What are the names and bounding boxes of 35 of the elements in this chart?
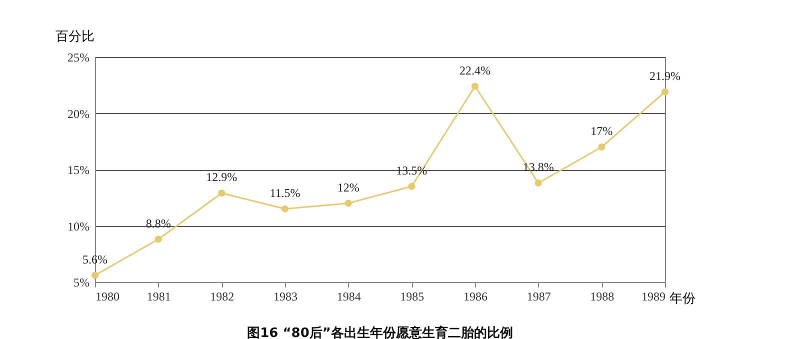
x-tick-label: 1980 bbox=[96, 290, 120, 304]
point bbox=[218, 190, 226, 197]
y-tick-label: 25% bbox=[68, 50, 90, 64]
x-tick-label: 1987 bbox=[526, 290, 551, 304]
y-tick-label: 5% bbox=[74, 276, 90, 290]
y-axis-title: 百分比 bbox=[56, 28, 94, 44]
y-tick-label: 15% bbox=[68, 163, 90, 177]
data-label: 5.6% bbox=[82, 252, 108, 266]
text: 图16 “80后”各出生年份愿意生育二胎的比例 bbox=[247, 325, 513, 339]
data-label: 22.4% bbox=[460, 63, 490, 78]
x-tick-label: 1984 bbox=[336, 290, 361, 304]
x-tick-label: 1989 bbox=[642, 290, 666, 304]
point bbox=[154, 236, 162, 243]
x-tick-label: 1988 bbox=[590, 290, 614, 304]
point bbox=[91, 272, 99, 279]
point bbox=[661, 88, 669, 96]
x-axis-title: 年份 bbox=[670, 290, 696, 306]
data-label: 17% bbox=[590, 124, 613, 138]
point bbox=[598, 143, 606, 151]
x-tick-label: 1982 bbox=[210, 290, 234, 304]
y-tick-label: 20% bbox=[68, 106, 90, 121]
point bbox=[344, 200, 352, 207]
data-label: 12.9% bbox=[206, 170, 238, 184]
x-tick-label: 1983 bbox=[274, 290, 298, 304]
point bbox=[408, 182, 416, 190]
x-tick-label: 1986 bbox=[464, 290, 488, 304]
point bbox=[471, 82, 479, 90]
x-tick-label: 1981 bbox=[146, 290, 171, 304]
point bbox=[534, 179, 542, 187]
point bbox=[281, 205, 289, 212]
data-label: 11.5% bbox=[270, 186, 300, 200]
data-label: 12% bbox=[337, 180, 360, 194]
y-tick-label: 10% bbox=[68, 219, 90, 234]
data-label: 21.9% bbox=[650, 68, 680, 83]
x-tick-label: 1985 bbox=[400, 290, 424, 304]
